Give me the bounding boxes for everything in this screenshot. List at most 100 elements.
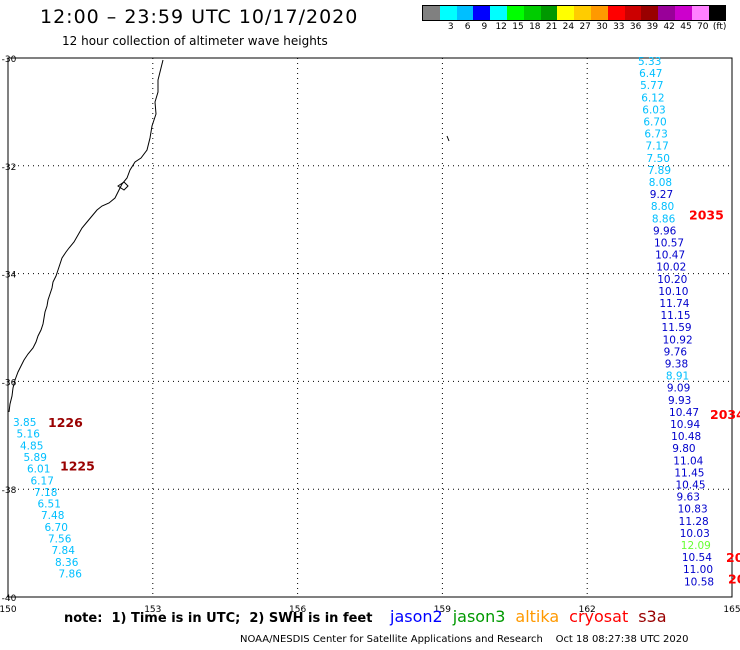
legend-tick-label: 42	[663, 22, 675, 32]
satellite-cryosat: cryosat	[569, 607, 629, 626]
wave-height-value: 10.47	[655, 250, 685, 262]
x-tick-label: 156	[289, 605, 306, 615]
wave-height-value: 10.47	[669, 407, 699, 419]
legend-swatch	[490, 6, 507, 20]
wave-height-value: 12.09	[681, 540, 711, 552]
wave-height-value: 11.00	[683, 564, 713, 576]
legend-tick-label: 9	[481, 22, 488, 32]
y-tick-label: -32	[2, 163, 17, 173]
wave-height-value: 7.17	[645, 141, 668, 153]
time-label: 2035	[689, 208, 724, 223]
wave-height-value: 6.73	[644, 129, 667, 141]
wave-height-value: 7.56	[48, 534, 72, 546]
wave-height-value: 5.89	[24, 452, 47, 464]
coastline	[8, 59, 164, 413]
wave-height-value: 11.59	[662, 322, 692, 334]
legend-tick-label: 45	[680, 22, 692, 32]
wave-height-value: 7.89	[648, 165, 671, 177]
wave-height-value: 11.45	[674, 467, 704, 479]
legend-tick-label: 33	[613, 22, 625, 32]
wave-height-value: 10.57	[654, 238, 684, 250]
wave-height-value: 10.45	[675, 480, 705, 492]
legend-swatch	[456, 6, 474, 20]
legend-tick-label: 27	[579, 22, 591, 32]
time-label: 20	[728, 572, 740, 587]
legend-swatch	[607, 6, 625, 20]
x-tick-label: 159	[434, 605, 451, 615]
wave-height-value: 6.01	[27, 464, 50, 476]
y-tick-label: -30	[2, 55, 17, 65]
wave-height-value: 7.48	[41, 510, 64, 522]
wave-height-value: 10.48	[671, 431, 701, 443]
wave-height-value: 9.93	[668, 395, 691, 407]
map-subtitle: 12 hour collection of altimeter wave hei…	[62, 34, 328, 48]
wave-height-value: 6.17	[31, 475, 54, 487]
wave-height-value: 6.12	[641, 92, 664, 104]
legend-tick-label: 39	[646, 22, 659, 32]
time-labels: 1226 1225 2035 2034 20 20	[48, 208, 740, 587]
wave-height-value: 7.18	[34, 487, 57, 499]
legend-tick-label: (ft)	[712, 22, 727, 32]
legend-swatch	[540, 6, 558, 20]
wave-height-value: 9.76	[664, 346, 688, 358]
left-track-values: 3.855.164.855.896.016.177.186.517.486.70…	[13, 417, 82, 580]
coastline-island	[117, 181, 129, 191]
legend-tick-label: 12	[495, 22, 507, 32]
wave-height-value: 6.03	[642, 104, 665, 116]
legend-swatch	[641, 6, 659, 20]
wave-height-value: 4.85	[20, 440, 43, 452]
x-tick-label: 162	[579, 605, 596, 615]
y-tick-label: -34	[2, 271, 17, 281]
satellite-jason2: jason2	[390, 607, 443, 626]
wave-height-value: 9.63	[677, 492, 700, 504]
wave-height-value: 10.54	[682, 552, 712, 564]
time-label: 20	[726, 550, 740, 565]
legend-swatch	[557, 6, 575, 20]
legend-swatch	[658, 6, 675, 20]
legend-swatch	[423, 6, 440, 20]
satellite-s3a: s3a	[638, 607, 667, 626]
wave-height-value: 10.20	[657, 274, 687, 286]
wave-height-value: 10.94	[670, 419, 700, 431]
wave-height-value: 7.50	[647, 153, 670, 165]
wave-height-value: 10.03	[680, 528, 710, 540]
time-label: 1225	[60, 458, 95, 473]
legend-swatch	[691, 6, 709, 20]
map-frame	[7, 57, 733, 598]
wave-height-value: 6.47	[639, 68, 662, 80]
time-label: 1226	[48, 415, 83, 430]
legend-tick-label: 21	[545, 22, 558, 32]
satellite-legend: jason2 jason3 altika cryosat s3a	[390, 607, 677, 626]
wave-height-value: 5.33	[638, 56, 661, 68]
legend-swatch	[674, 6, 692, 20]
wave-height-value: 5.16	[17, 429, 41, 441]
graticule	[7, 57, 733, 598]
wave-height-value: 10.10	[658, 286, 688, 298]
legend-tick-label: 30	[596, 22, 608, 32]
satellite-altika: altika	[515, 607, 560, 626]
legend-swatch	[439, 6, 457, 20]
wave-height-value: 10.02	[656, 262, 686, 274]
y-tick-label: -40	[2, 594, 17, 604]
legend-tick-label: 15	[512, 22, 524, 32]
color-legend-bar	[422, 5, 727, 21]
x-tick-label: 165	[723, 605, 740, 615]
wave-height-value: 6.70	[45, 522, 68, 534]
axis-labels: 150 153 156 159 162 165 -30 -32 -34 -36 -38 -40	[0, 55, 740, 615]
wave-height-value: 11.74	[659, 298, 689, 310]
legend-tick-label: 18	[529, 22, 541, 32]
legend-swatch	[523, 6, 541, 20]
wave-height-value: 9.09	[667, 383, 690, 395]
wave-height-value: 9.80	[672, 443, 695, 455]
wave-height-value: 8.86	[652, 213, 676, 225]
legend-swatch	[624, 6, 642, 20]
x-tick-label: 153	[144, 605, 161, 615]
wave-height-value: 8.80	[651, 201, 674, 213]
legend-swatch	[590, 6, 608, 20]
legend-tick-label: 3	[447, 22, 454, 32]
map-title: 12:00 – 23:59 UTC 10/17/2020	[40, 6, 359, 28]
wave-height-value: 9.38	[665, 359, 688, 371]
lord-howe-island	[446, 135, 450, 142]
wave-height-value: 9.27	[650, 189, 673, 201]
